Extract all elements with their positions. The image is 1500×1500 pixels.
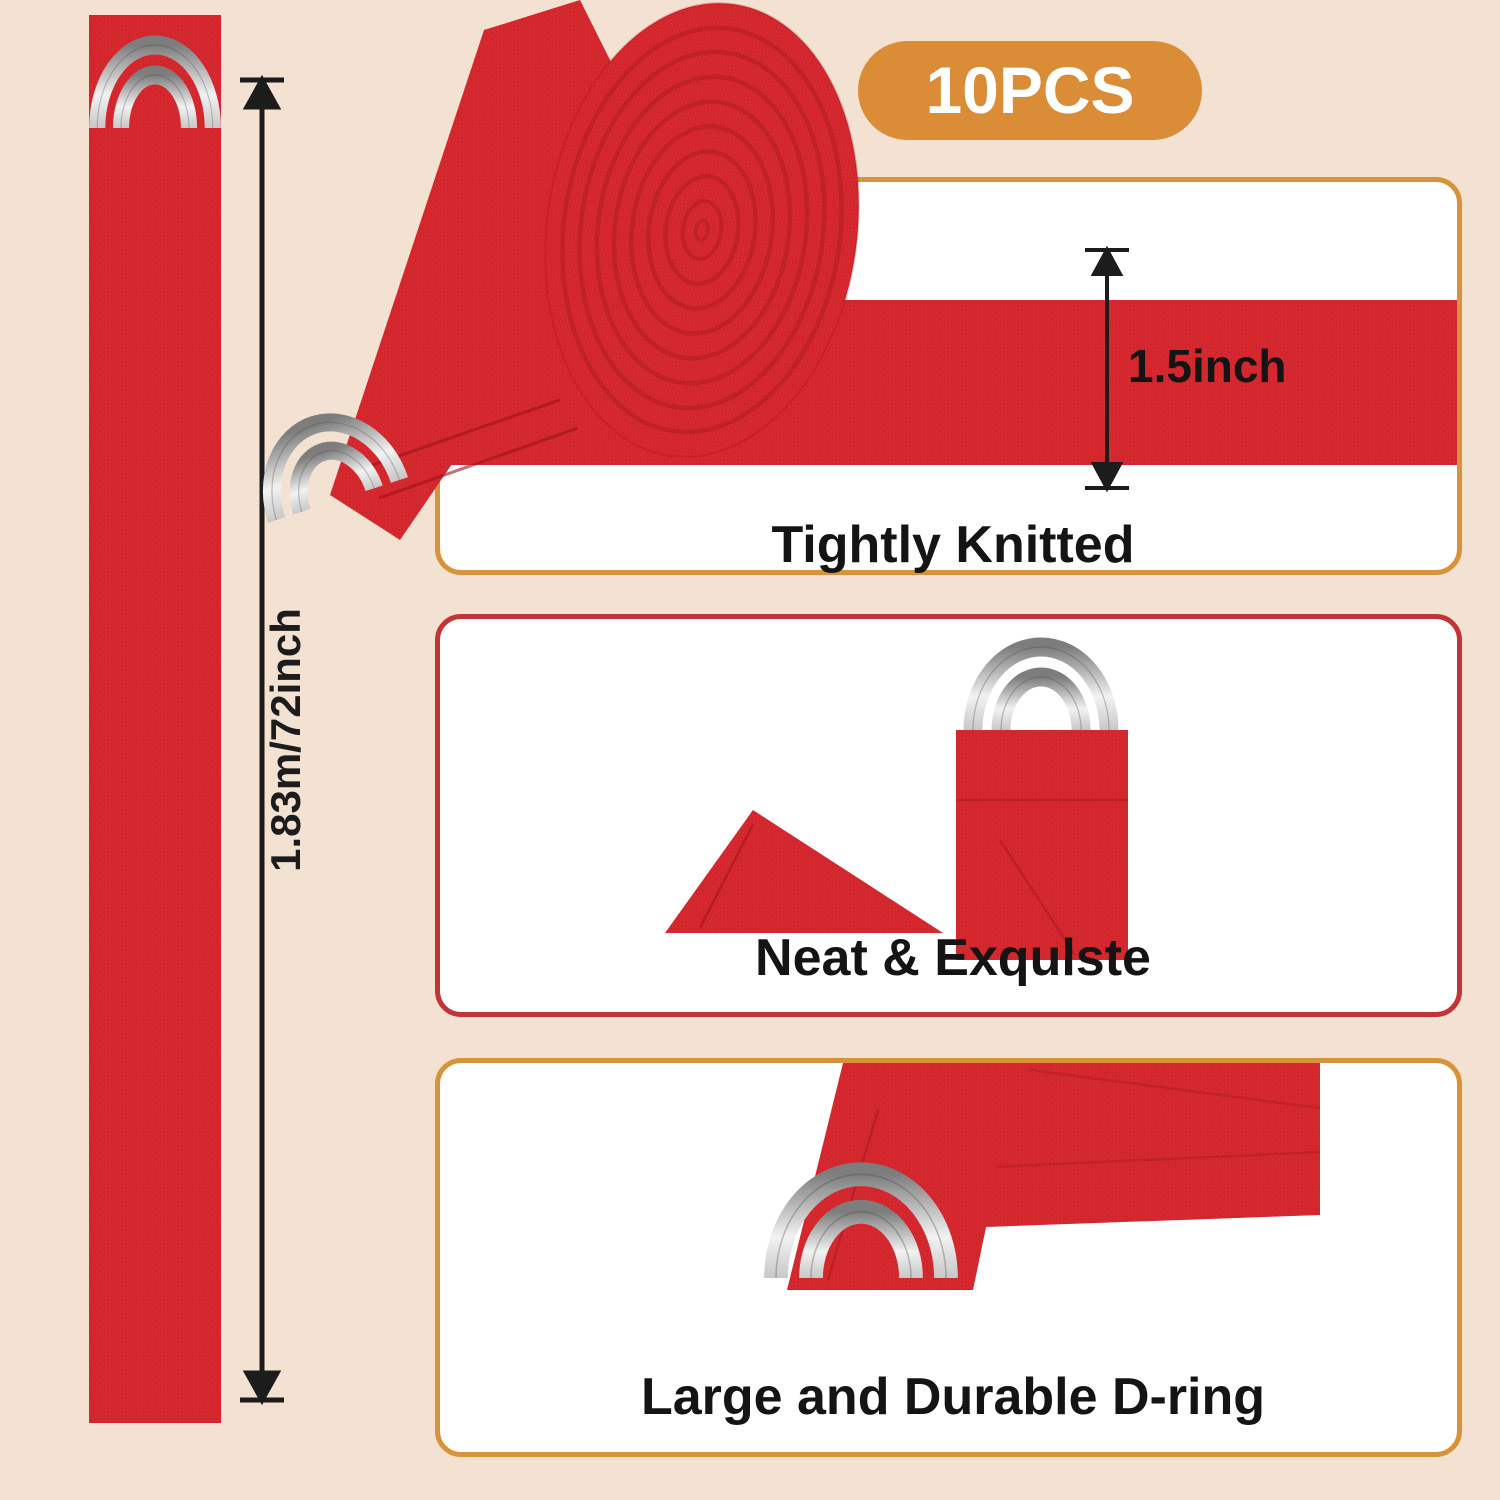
svg-text:1.83m/72inch: 1.83m/72inch [262,608,309,872]
svg-text:Large and Durable D-ring: Large and Durable D-ring [641,1368,1265,1426]
svg-text:1.5inch: 1.5inch [1128,340,1287,392]
svg-text:Neat & Exqulste: Neat & Exqulste [755,929,1151,987]
svg-text:Tightly Knitted: Tightly Knitted [771,516,1134,574]
